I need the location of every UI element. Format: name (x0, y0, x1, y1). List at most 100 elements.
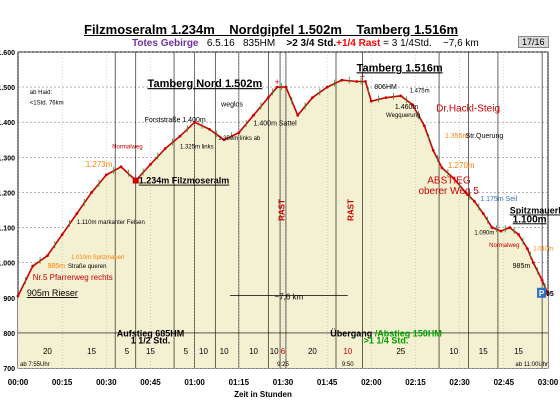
x-tick-label: 00:45 (140, 378, 161, 387)
annotation-label: Str.Querung (466, 133, 504, 140)
annotation-label: Dr.Hackl-Steig (436, 104, 500, 115)
title-part-2: Nordgipfel 1.502m (229, 22, 342, 37)
profile-point (431, 148, 435, 152)
annotation-label: 1.100m (513, 214, 547, 225)
profile-point (252, 113, 255, 117)
y-tick-label: 800 (3, 331, 15, 338)
interval-label: 15 (87, 347, 96, 356)
annotation-label: 1.270m (448, 161, 475, 170)
x-tick-label: 02:15 (405, 378, 426, 387)
subtitle-total: = 3 1/4Std. (383, 38, 432, 49)
profile-point (60, 233, 64, 236)
profile-point (46, 254, 49, 258)
profile-point (490, 226, 494, 229)
interval-label: 15 (479, 347, 488, 356)
profile-point (325, 85, 329, 89)
profile-point (508, 226, 512, 229)
y-tick-label: 1.000 (0, 261, 15, 268)
profile-point (119, 165, 123, 169)
annotation-label: 1.010m Spitzmauerl (71, 255, 124, 261)
interval-label: 15 (514, 347, 523, 356)
x-tick-label: 00:00 (8, 378, 29, 387)
profile-point (384, 96, 388, 100)
x-tick-label: 01:45 (317, 378, 338, 387)
profile-point (296, 113, 300, 117)
profile-point (481, 212, 485, 215)
profile-point (440, 166, 444, 170)
interval-label: 10 (220, 347, 229, 356)
annotation-label: 1.090m (474, 231, 494, 237)
profile-point (422, 124, 426, 128)
annotation-label: 1.175m Seil (480, 196, 517, 203)
x-tick-label: 02:00 (361, 378, 382, 387)
annotation-label: Nr.5 Pfarrerweg rechts (33, 273, 113, 282)
annotation-label: Forststraße 1.400m (145, 117, 206, 124)
interval-label: 10 (343, 347, 352, 356)
annotation-label: 1.355m (445, 133, 469, 140)
annotation-label: Tamberg 1.516m (357, 62, 443, 74)
annotation-label: 985m (513, 263, 531, 270)
annotation-label: 1.010m (533, 246, 553, 252)
y-tick-label: 900 (3, 296, 15, 303)
annotation-label: 1.460m (395, 104, 419, 111)
x-tick-label: 00:15 (52, 378, 73, 387)
interval-label: 6 (281, 347, 286, 356)
y-tick-label: 700 (3, 366, 15, 373)
profile-point (222, 138, 226, 142)
annotation-label: 1.110m markanter Felsen (77, 220, 145, 226)
profile-point (31, 264, 35, 268)
profile-point (546, 292, 550, 296)
annotation-label: ab Haid: (30, 90, 53, 96)
subtitle-duration: >2 3/4 Std. (286, 38, 337, 49)
x-tick-label: 00:30 (96, 378, 117, 387)
profile-point (149, 162, 152, 166)
phase-label: Aufstieg 685HM (117, 328, 185, 338)
annotation-label: Normalweg (112, 145, 142, 151)
annotation-label: Tamberg Nord 1.502m (148, 78, 263, 90)
profile-point (266, 96, 270, 100)
profile-point (517, 233, 520, 236)
x-tick-label: 01:15 (229, 378, 250, 387)
timestamp-label: ab 7:55Uhr (20, 362, 50, 368)
annotation-label: 1.234m Filzmoseralm (139, 176, 230, 186)
phase-label: Übergang /Abstieg 150HM (330, 328, 442, 338)
subtitle-region: Totes Gebirge (132, 38, 199, 49)
subtitle-elevation: 835HM (243, 38, 276, 49)
timestamp-label: ab 11:00Uhr (515, 362, 548, 368)
x-axis-label: Zeit in Stunden (234, 390, 292, 399)
x-tick-label: 02:45 (494, 378, 515, 387)
x-tick-label: 01:00 (184, 378, 205, 387)
subtitle-rest: +1/4 Rast (336, 38, 381, 49)
interval-label: 10 (270, 347, 279, 356)
y-tick-label: 1.300 (0, 155, 15, 162)
annotation-label: 1.325m links (180, 145, 214, 151)
x-tick-label: 01:30 (273, 378, 294, 387)
interval-label: 10 (249, 347, 258, 356)
profile-point (340, 78, 344, 82)
profile-point (178, 134, 182, 138)
page-indicator: 17/16 (518, 36, 549, 48)
profile-point (411, 103, 414, 107)
profile-point (311, 96, 314, 100)
interval-label: 10 (449, 347, 458, 356)
chart-title: Filzmoseralm 1.234m Nordgipfel 1.502m Ta… (84, 22, 458, 37)
summit-marker: + (274, 77, 279, 87)
rast-label: RAST (347, 199, 356, 221)
annotation-label: oberer Weg 5 (418, 186, 479, 197)
profile-point (90, 191, 94, 194)
annotation-label: 806HM (374, 84, 397, 91)
phase-label: 1 1/2 Std. (131, 335, 171, 345)
profile-point (464, 191, 467, 194)
profile-point (163, 147, 167, 150)
profile-point (355, 80, 359, 83)
interval-label: 10 (199, 347, 208, 356)
interval-label: 25 (396, 347, 405, 356)
annotation-label: 985m (47, 263, 65, 270)
annotation-label: <1Std. 76km (30, 101, 64, 107)
x-tick-label: 02:30 (449, 378, 470, 387)
annotation-label: 1.400m Sattel (254, 121, 298, 128)
annotation-label: 1.350m links ab (218, 136, 261, 142)
subtitle-distance: ~7,6 km (442, 38, 479, 49)
